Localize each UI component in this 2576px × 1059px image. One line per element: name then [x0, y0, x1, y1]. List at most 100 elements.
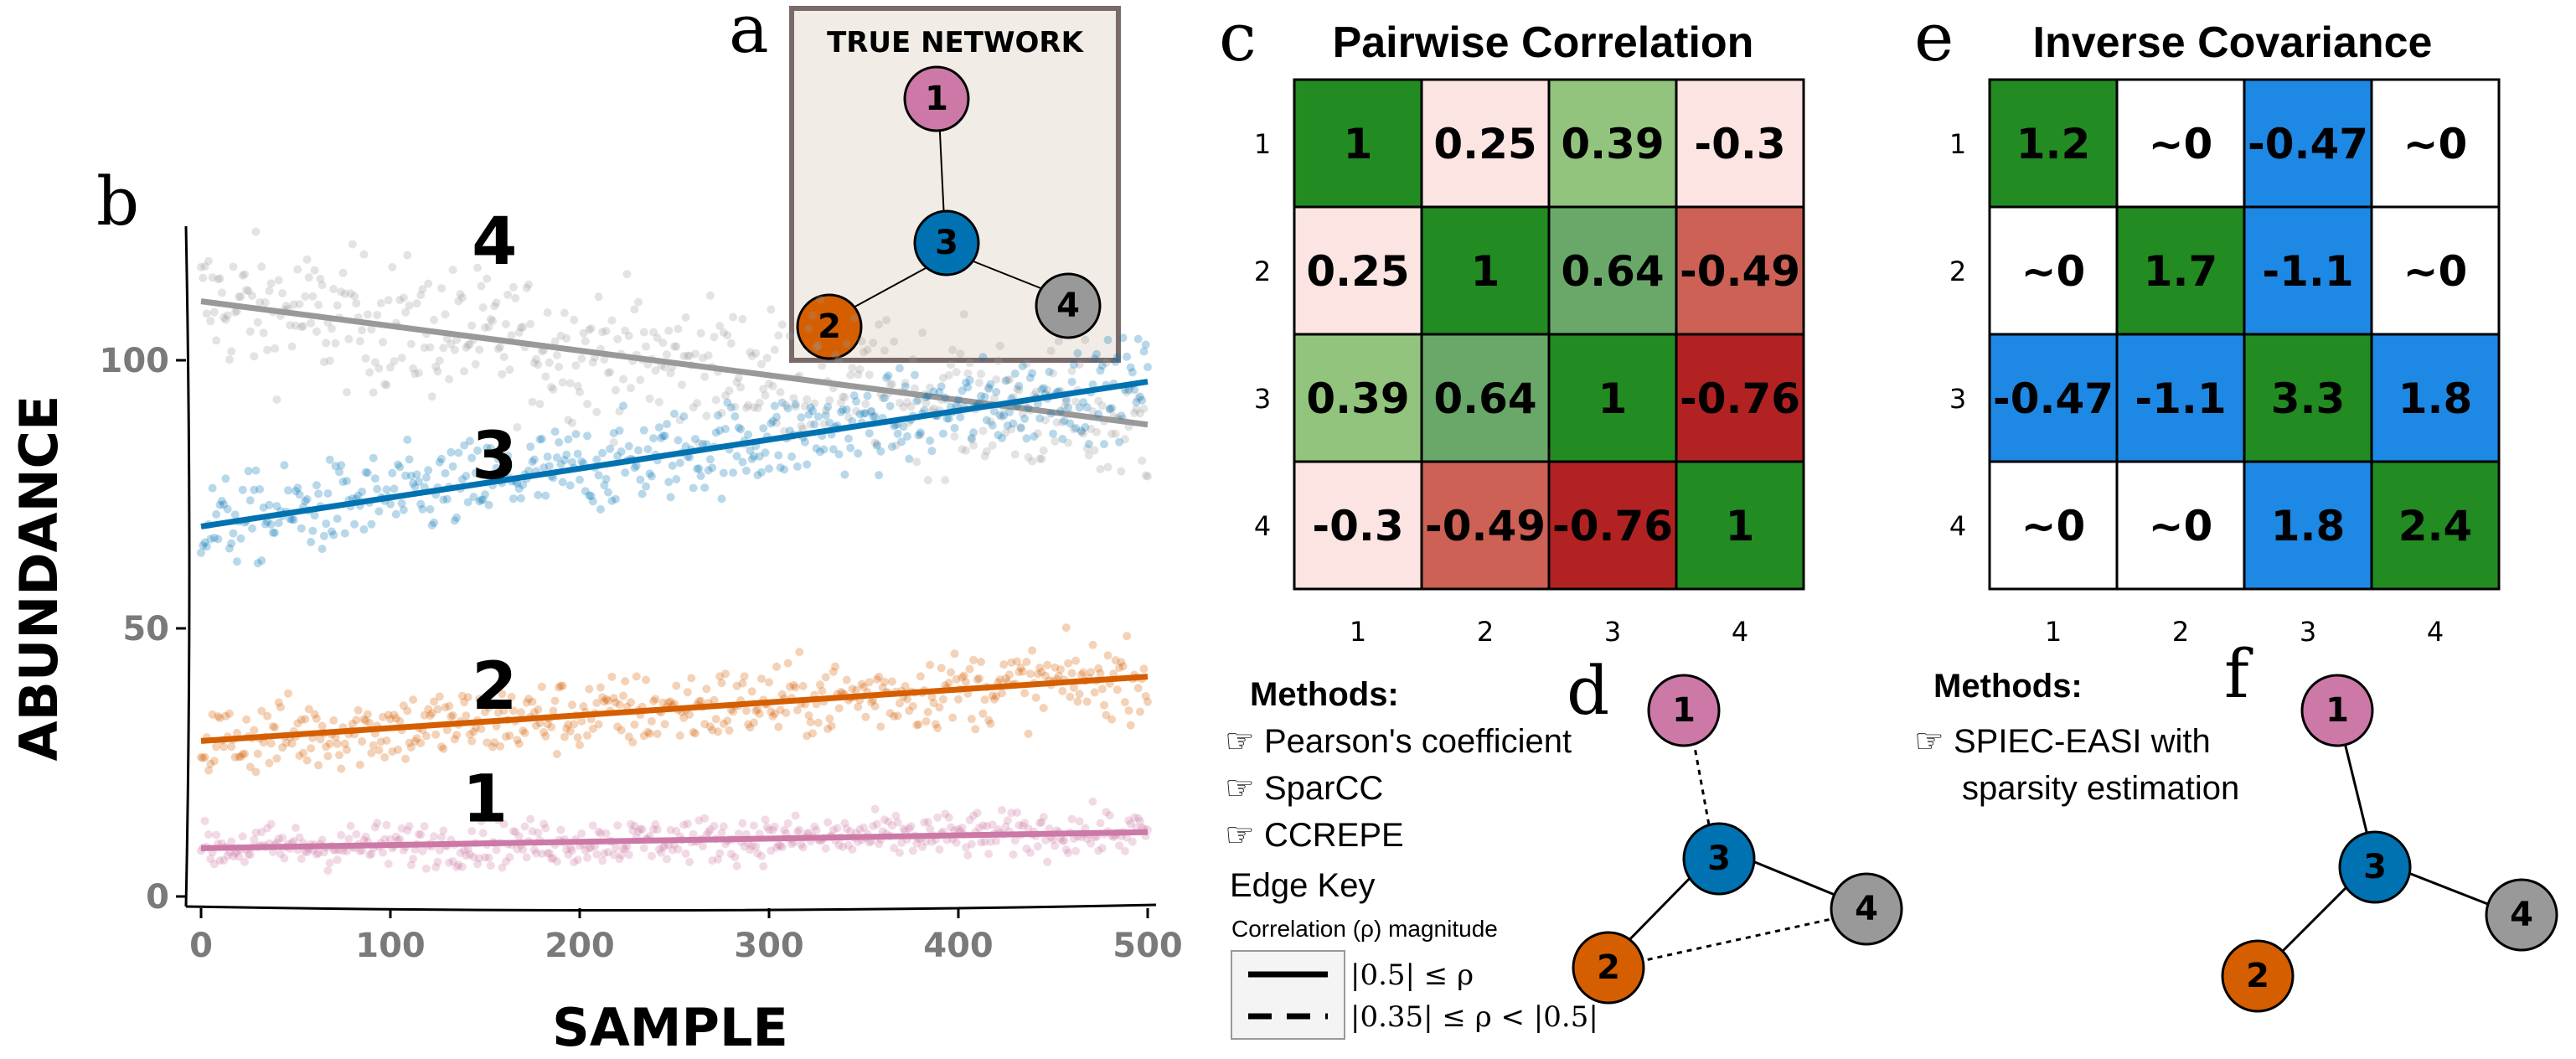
y-tick-label: 50 — [122, 610, 169, 648]
data-point — [634, 827, 643, 836]
data-point — [658, 338, 668, 348]
data-point — [358, 326, 367, 335]
data-point — [757, 674, 766, 684]
data-point — [787, 839, 797, 849]
methods-f-line-2: sparsity estimation — [1962, 770, 2239, 807]
data-point — [571, 430, 581, 439]
data-point — [884, 371, 893, 380]
series-label-3: 3 — [472, 419, 517, 494]
data-point — [980, 837, 989, 846]
data-point — [839, 392, 848, 401]
data-point — [926, 824, 935, 834]
data-point — [379, 712, 387, 721]
data-point — [776, 705, 785, 715]
data-point — [777, 320, 787, 329]
data-point — [361, 354, 370, 363]
data-point — [1066, 692, 1075, 701]
data-point — [651, 819, 660, 829]
data-point — [442, 494, 452, 504]
data-point — [467, 736, 477, 746]
data-point — [711, 395, 720, 405]
data-point — [1069, 360, 1078, 369]
data-point — [603, 848, 612, 857]
cell-value: 2.4 — [2398, 502, 2473, 550]
data-point — [412, 470, 421, 479]
data-point — [865, 429, 874, 438]
node-3 — [1682, 822, 1756, 896]
data-point — [478, 495, 488, 504]
data-point — [744, 720, 753, 729]
data-point — [1097, 401, 1107, 411]
data-point — [810, 399, 819, 408]
data-point — [813, 341, 823, 350]
data-point — [726, 850, 736, 859]
data-point — [460, 845, 469, 855]
data-point — [755, 710, 764, 719]
data-point — [848, 364, 857, 373]
data-point — [627, 698, 635, 707]
data-point — [1133, 684, 1143, 693]
data-point — [499, 819, 508, 829]
cell-value: -0.49 — [1425, 502, 1546, 550]
data-point — [941, 809, 950, 819]
data-point — [1071, 397, 1081, 406]
node-1-label: 1 — [925, 80, 948, 118]
data-point — [448, 462, 457, 471]
data-point — [346, 289, 355, 298]
data-point — [414, 477, 423, 486]
row-label: 2 — [1254, 256, 1271, 287]
data-point — [906, 402, 916, 411]
data-point — [1075, 690, 1084, 699]
data-point — [657, 848, 666, 857]
data-point — [705, 455, 715, 464]
data-point — [199, 753, 208, 762]
data-point — [576, 388, 584, 396]
data-point — [1014, 821, 1024, 830]
data-point — [405, 455, 414, 464]
trend-line-2 — [200, 674, 1149, 744]
data-point — [1033, 429, 1042, 438]
data-point — [452, 862, 462, 871]
data-point — [327, 527, 336, 536]
data-point — [223, 311, 232, 320]
data-point — [1020, 819, 1030, 828]
data-point — [437, 454, 446, 463]
data-point — [606, 444, 615, 453]
heatmap-cell — [2115, 205, 2246, 336]
data-point — [257, 262, 266, 271]
data-point — [418, 285, 427, 294]
data-point — [457, 862, 467, 871]
data-point — [467, 827, 477, 836]
data-point — [1141, 340, 1150, 349]
data-point — [310, 266, 319, 275]
data-point — [235, 852, 244, 861]
data-point — [725, 726, 734, 735]
data-point — [948, 345, 958, 354]
data-point — [1123, 388, 1132, 397]
data-point — [891, 811, 901, 820]
data-point — [689, 403, 698, 412]
data-point — [607, 672, 617, 681]
data-point — [647, 472, 656, 481]
data-point — [611, 698, 620, 707]
data-point — [800, 437, 809, 447]
data-point — [797, 413, 806, 422]
y-tick-label: 0 — [146, 878, 169, 917]
data-point — [1056, 406, 1065, 416]
data-point — [338, 478, 348, 487]
cell-value: -0.76 — [1680, 375, 1800, 423]
data-point — [806, 718, 815, 726]
data-point — [295, 752, 304, 760]
data-point — [776, 463, 785, 473]
data-point — [547, 383, 556, 392]
data-point — [905, 824, 914, 833]
data-point — [690, 349, 699, 359]
data-point — [430, 315, 438, 324]
data-point — [496, 343, 505, 352]
data-point — [1112, 353, 1122, 362]
data-point — [384, 710, 393, 720]
data-point — [912, 721, 921, 730]
data-point — [539, 463, 549, 473]
data-point — [1102, 358, 1111, 367]
data-point — [804, 324, 813, 333]
